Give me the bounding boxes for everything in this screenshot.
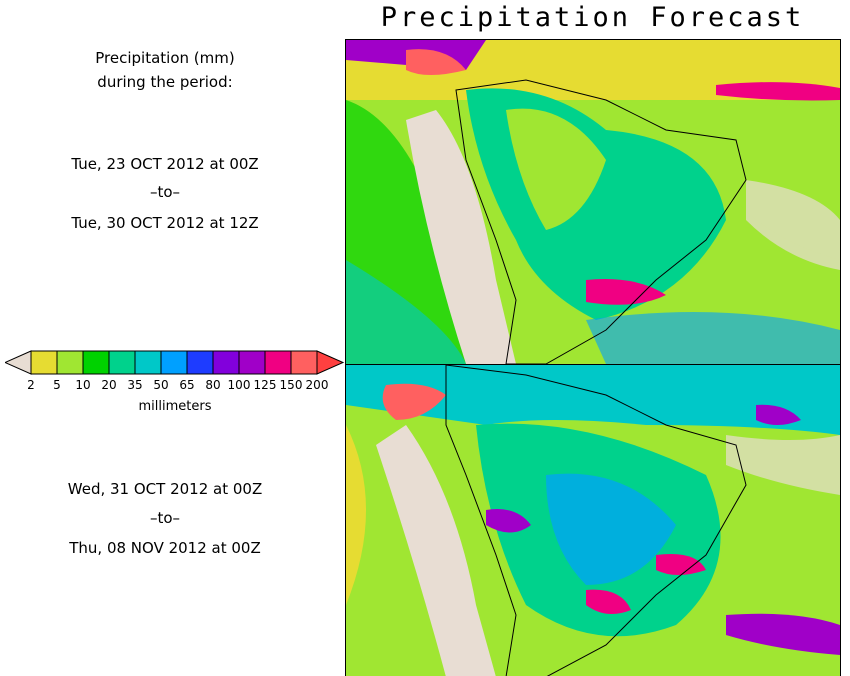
period-2-start: Wed, 31 OCT 2012 at 00Z: [67, 480, 263, 498]
legend-unit: millimeters: [138, 399, 212, 414]
legend-tick: 10: [75, 378, 91, 392]
legend-swatch: [290, 350, 318, 375]
map-panel-period-1: [345, 39, 841, 365]
color-legend-bar: [5, 350, 345, 375]
period-1-separator: –to–: [149, 183, 181, 201]
period-2-separator: –to–: [149, 509, 181, 527]
precip-map-1: [346, 40, 840, 364]
legend-below-arrow: [5, 350, 32, 375]
legend-swatch: [30, 350, 58, 375]
period-2-end: Thu, 08 NOV 2012 at 00Z: [69, 539, 261, 557]
period-1-start: Tue, 23 OCT 2012 at 00Z: [71, 155, 259, 173]
legend-tick: 125: [253, 378, 277, 392]
legend-swatch: [56, 350, 84, 375]
page-title: Precipitation Forecast: [380, 2, 805, 33]
legend-swatch: [264, 350, 292, 375]
legend-swatch: [108, 350, 136, 375]
description-line-1: Precipitation (mm): [95, 49, 235, 67]
legend-tick: 65: [179, 378, 195, 392]
legend-swatch: [238, 350, 266, 375]
legend-tick: 20: [101, 378, 117, 392]
legend-tick: 35: [127, 378, 143, 392]
legend-tick: 150: [279, 378, 303, 392]
legend-swatch: [82, 350, 110, 375]
period-1-end: Tue, 30 OCT 2012 at 12Z: [71, 214, 259, 232]
legend-tick: 100: [227, 378, 251, 392]
legend-tick: 50: [153, 378, 169, 392]
precip-map-2: [346, 365, 840, 676]
legend-tick: 200: [305, 378, 329, 392]
legend-swatch: [134, 350, 162, 375]
description-line-2: during the period:: [97, 73, 233, 91]
legend-tick: 5: [53, 378, 61, 392]
legend-tick: 2: [27, 378, 35, 392]
legend-swatch: [186, 350, 214, 375]
legend-above-arrow: [316, 350, 345, 375]
map-panel-period-2: [345, 364, 841, 676]
legend-swatch: [212, 350, 240, 375]
legend-swatch: [160, 350, 188, 375]
legend-tick: 80: [205, 378, 221, 392]
